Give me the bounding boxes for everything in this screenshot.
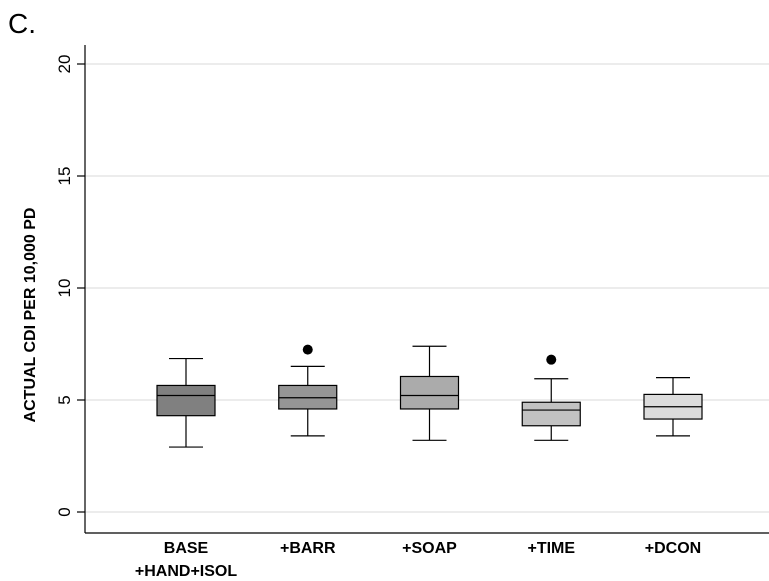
iqr-box (399, 375, 460, 410)
iqr-box (156, 384, 216, 417)
y-tick-label: 20 (55, 55, 74, 74)
iqr-box (521, 401, 581, 427)
y-axis-ticks: 0 5 10 15 20 (55, 55, 85, 517)
box-group (643, 377, 703, 437)
boxes (156, 344, 703, 448)
x-category-label: +TIME (527, 540, 575, 557)
x-category-label: BASE (164, 540, 209, 557)
box-group (278, 344, 338, 437)
y-tick-label: 5 (55, 395, 74, 404)
y-tick-label: 0 (55, 507, 74, 516)
x-category-label: +DCON (645, 540, 701, 557)
box-group (521, 354, 581, 441)
x-category-label: +BARR (280, 540, 336, 557)
x-category-label: +HAND+ISOL (135, 563, 237, 580)
x-axis-labels: BASE +HAND+ISOL +BARR +SOAP +TIME +DCON (135, 540, 701, 580)
y-tick-label: 15 (55, 167, 74, 186)
y-tick-label: 10 (55, 279, 74, 298)
y-axis-title: ACTUAL CDI PER 10,000 PD (22, 208, 39, 423)
panel-label: C. (8, 8, 36, 39)
outlier-point (302, 344, 313, 355)
box-group (399, 345, 460, 441)
box-group (156, 357, 216, 448)
outlier-point (546, 354, 557, 365)
x-category-label: +SOAP (402, 540, 457, 557)
axes (84, 45, 769, 534)
grid-lines (85, 63, 769, 513)
